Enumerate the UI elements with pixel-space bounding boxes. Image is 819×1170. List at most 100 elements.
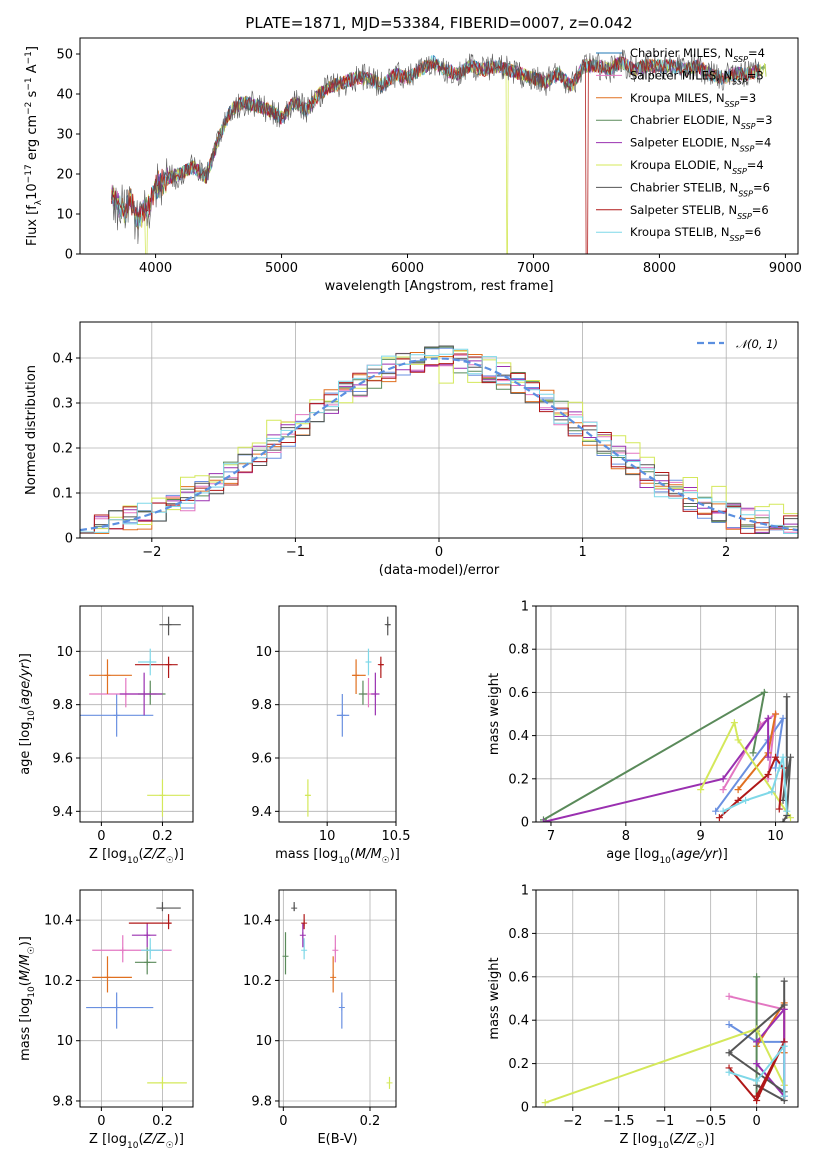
age-vs-Z-ylabel-part: 10: [27, 710, 37, 722]
weight-vs-age-marker: [712, 807, 720, 815]
mass-vs-ebv-point-chabrier-miles: [338, 992, 345, 1029]
legend-label-end: =6: [753, 180, 770, 194]
mass-vs-Z-point-kroupa-stelib: [141, 938, 163, 960]
mass-vs-ebv-point-salpeter-miles: [332, 935, 339, 963]
residual-hist-salpeter-stelib: [80, 353, 798, 534]
age-vs-Z-ytick-label: 9.4: [52, 805, 73, 820]
age-vs-Z-xlabel-part: Z/Z: [143, 847, 167, 862]
legend-label-main: Kroupa STELIB, N: [630, 225, 730, 239]
age-vs-mass-ytick-label: 9.8: [251, 698, 272, 713]
spectrum-xlabel-part: wavelength [Angstrom, rest frame]: [325, 279, 554, 294]
weight-vs-age-frame: [535, 605, 799, 823]
mass-vs-Z-xlabel: Z [log10(Z/Z☉)]: [89, 1132, 184, 1151]
weight-vs-age-xlabel: age [log10(age/yr)]: [606, 847, 728, 866]
weight-vs-Z-ytick-label: 0: [521, 1101, 529, 1116]
age-vs-Z-ytick-label: 9.6: [52, 752, 73, 767]
age-vs-mass-point-chabrier-elodie: [358, 680, 368, 705]
spectrum-ytick-label: 20: [56, 168, 73, 183]
age-vs-mass-point-kroupa-elodie: [304, 779, 311, 817]
legend-label-7: Salpeter STELIB, NSSP=6: [630, 203, 769, 221]
spectrum-frame: [79, 37, 799, 255]
age-vs-mass-ytick-label: 10: [255, 645, 272, 660]
residuals-ytick-label: 0.4: [52, 352, 73, 367]
weight-vs-Z-marker: [780, 977, 788, 985]
weight-vs-age-ytick-label: 0.4: [508, 729, 529, 744]
spectrum-ylabel-part: λ: [34, 199, 44, 205]
weight-vs-age-marker: [764, 753, 772, 761]
weight-vs-age-plot-area: [539, 688, 795, 822]
age-vs-mass-xtick-label: 10.5: [382, 829, 411, 844]
legend-label-8: Kroupa STELIB, NSSP=6: [630, 225, 761, 243]
mass-vs-Z-xtick-label: 0: [97, 1114, 105, 1129]
residuals-axes: −2 −1 0 1 2 0 0.1 0.2 0.3 0.4 (data-model)/error No…: [24, 321, 799, 578]
weight-vs-Z-series-chabrier-stelib: [725, 977, 788, 1104]
weight-vs-age-marker: [783, 807, 791, 815]
weight-vs-age-marker: [779, 753, 787, 761]
mass-vs-Z-point-salpeter-stelib: [128, 914, 172, 930]
age-vs-Z-xlabel-part: )]: [174, 847, 184, 862]
residuals-xtick-label: −1: [286, 545, 305, 560]
mass-vs-Z-ytick-label: 10.2: [44, 974, 73, 989]
age-vs-mass-grid: [279, 606, 397, 822]
weight-vs-Z-xlabel-part: ☉: [696, 1141, 704, 1151]
weight-vs-Z-xtick-label: −1: [655, 1114, 674, 1129]
mass-vs-Z-xtick-label: 0.2: [152, 1114, 173, 1129]
mass-vs-ebv-marker: [291, 905, 298, 912]
age-vs-Z-ylabel-part: age/yr: [18, 662, 33, 705]
residuals-ylabel-part: Normed distribution: [24, 365, 39, 495]
weight-vs-age-marker: [787, 814, 795, 822]
legend-label-1: Salpeter MILES, NSSP=3: [630, 68, 764, 86]
age-vs-mass-point-kroupa-stelib: [365, 648, 372, 676]
mass-vs-ebv-point-salpeter-elodie: [299, 923, 306, 948]
mass-vs-ebv-plot-area: [282, 902, 393, 1089]
weight-vs-age-marker: [719, 775, 727, 783]
legend-label-sub: SSP: [738, 189, 753, 198]
legend-label-main: Salpeter MILES, N: [630, 68, 732, 82]
weight-vs-Z-axes: −2 −1.5 −1 −0.5 0 0 0.2 0.4 0.6 0.8 1 Z [log10(Z/Z☉…: [487, 884, 799, 1151]
weight-vs-Z-line: [728, 1043, 786, 1097]
age-vs-Z-ylabel-part: )]: [18, 653, 33, 663]
weight-vs-Z-marker: [753, 973, 761, 981]
weight-vs-age-line: [543, 715, 770, 822]
weight-vs-Z-plot-area: [541, 973, 788, 1107]
weight-vs-Z-xlabel-part: )]: [704, 1132, 714, 1147]
spectrum-ylabel-part: −17: [24, 164, 34, 183]
age-vs-mass-marker: [372, 691, 379, 697]
mass-vs-Z-xlabel-part: ☉: [166, 1141, 174, 1151]
mass-vs-Z-marker: [159, 1079, 166, 1086]
weight-vs-Z-marker: [780, 1042, 788, 1050]
age-vs-mass-xlabel-part: 10: [338, 856, 350, 866]
residuals-xlabel-part: (data-model)/error: [379, 563, 500, 578]
legend-label-end: =4: [748, 46, 765, 60]
residuals-panel: −2 −1 0 1 2 0 0.1 0.2 0.3 0.4 (data-model)/error No…: [24, 321, 799, 578]
mass-vs-Z-marker: [144, 959, 151, 966]
residuals-ytick-label: 0.2: [52, 442, 73, 457]
weight-vs-Z-xlabel-part: Z [log: [620, 1132, 658, 1147]
weight-vs-age-marker: [730, 719, 738, 727]
legend-label-sub: SSP: [733, 55, 748, 64]
age-vs-Z-marker: [113, 712, 120, 719]
mass-vs-ebv-point-chabrier-elodie: [282, 932, 289, 975]
weight-vs-Z-series-kroupa-stelib: [725, 1042, 788, 1100]
spectrum-xtick-label: 8000: [643, 261, 676, 276]
legend-label-sub: SSP: [725, 99, 740, 108]
legend-label-5: Kroupa ELODIE, NSSP=4: [630, 158, 764, 176]
mass-vs-Z-ylabel-part: (: [18, 981, 33, 986]
age-vs-Z-ytick-label: 9.8: [52, 698, 73, 713]
weight-vs-Z-ytick-label: 0.8: [508, 927, 529, 942]
mass-vs-Z-xlabel-part: Z [log: [89, 1132, 127, 1147]
age-vs-mass-xlabel: mass [log10(M/M☉)]: [275, 847, 400, 866]
weight-vs-Z-marker: [780, 1092, 788, 1100]
weight-vs-age-marker: [697, 786, 705, 794]
legend-label-sub: SSP: [741, 122, 756, 131]
weight-vs-age-xtick-label: 9: [697, 829, 705, 844]
legend-label-6: Chabrier STELIB, NSSP=6: [630, 180, 770, 198]
age-vs-mass-point-kroupa-miles: [351, 659, 366, 694]
weight-vs-Z-marker: [541, 1099, 549, 1107]
weight-vs-age-marker: [734, 736, 742, 744]
mass-vs-Z-grid: [80, 890, 193, 1107]
residual-hist-chabrier-stelib: [80, 345, 798, 534]
weight-vs-age-marker: [734, 786, 742, 794]
